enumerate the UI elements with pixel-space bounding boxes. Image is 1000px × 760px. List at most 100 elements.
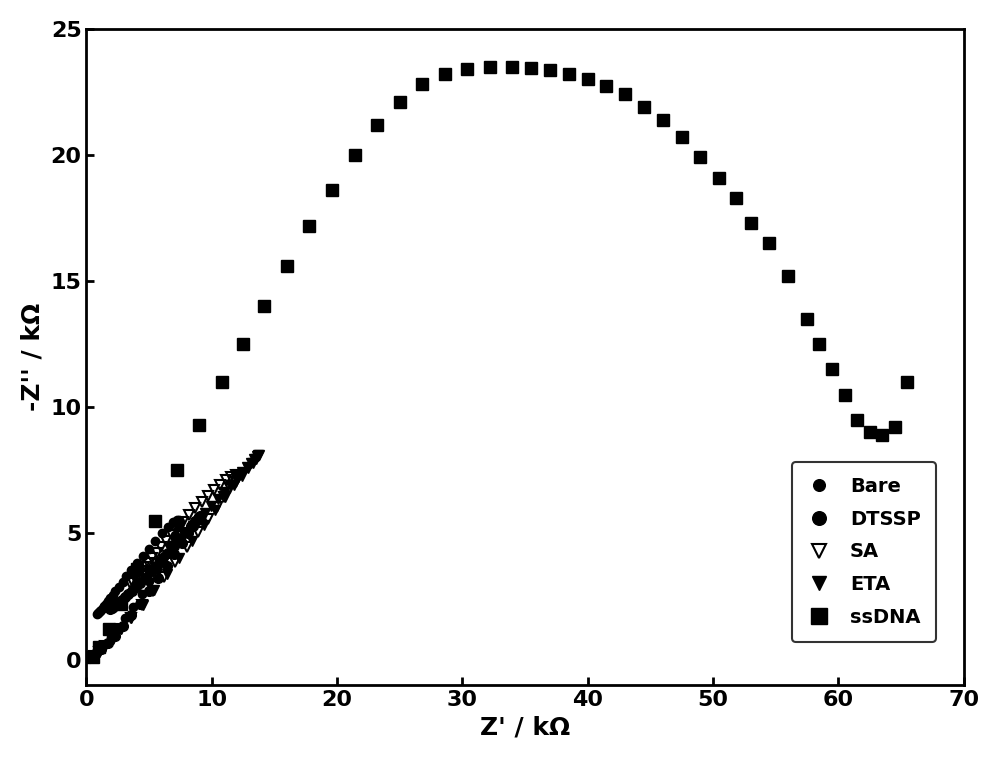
Bare xyxy=(97,603,109,613)
DTSSP xyxy=(122,590,134,599)
ssDNA xyxy=(115,600,127,609)
Line: DTSSP: DTSSP xyxy=(85,511,205,663)
SA xyxy=(183,511,195,520)
ETA xyxy=(224,480,236,489)
ssDNA xyxy=(901,378,913,387)
ETA xyxy=(245,458,257,467)
SA xyxy=(218,492,230,502)
Bare xyxy=(174,518,186,527)
ETA xyxy=(252,451,264,460)
Bare xyxy=(169,530,181,539)
ssDNA xyxy=(782,271,794,280)
Bare xyxy=(92,609,104,618)
Bare xyxy=(102,597,114,606)
SA xyxy=(196,497,208,506)
DTSSP xyxy=(168,549,180,558)
ETA xyxy=(218,487,230,496)
SA xyxy=(88,651,100,660)
SA xyxy=(166,530,178,540)
DTSSP xyxy=(111,599,123,608)
ETA xyxy=(137,600,149,609)
ETA xyxy=(236,467,248,477)
ETA xyxy=(173,553,185,562)
SA xyxy=(147,587,159,596)
SA xyxy=(158,572,170,581)
Bare xyxy=(149,537,161,546)
DTSSP xyxy=(125,611,137,620)
Bare xyxy=(136,589,148,598)
ETA xyxy=(170,540,182,549)
ETA xyxy=(143,568,155,578)
ETA xyxy=(209,505,221,515)
DTSSP xyxy=(119,593,131,602)
X-axis label: Z' / kΩ: Z' / kΩ xyxy=(480,715,570,739)
DTSSP xyxy=(168,541,180,550)
SA xyxy=(189,504,201,513)
Bare xyxy=(105,632,117,641)
SA xyxy=(214,480,226,489)
Line: ssDNA: ssDNA xyxy=(87,61,913,663)
DTSSP xyxy=(130,582,142,591)
Bare xyxy=(167,518,179,527)
Bare xyxy=(100,600,112,609)
Bare xyxy=(173,515,185,524)
ETA xyxy=(230,473,242,483)
ETA xyxy=(165,545,177,554)
DTSSP xyxy=(109,600,121,610)
SA xyxy=(225,473,237,482)
ssDNA xyxy=(864,428,876,437)
ETA xyxy=(193,515,205,524)
ssDNA xyxy=(745,219,757,228)
Bare xyxy=(93,607,105,616)
Line: Bare: Bare xyxy=(86,515,185,663)
ETA xyxy=(242,464,254,473)
DTSSP xyxy=(182,529,194,538)
Legend: Bare, DTSSP, SA, ETA, ssDNA: Bare, DTSSP, SA, ETA, ssDNA xyxy=(792,461,936,642)
ETA xyxy=(219,492,231,502)
ssDNA xyxy=(544,66,556,75)
ssDNA xyxy=(657,115,669,124)
ETA xyxy=(186,537,198,546)
Bare xyxy=(173,523,185,532)
SA xyxy=(135,567,147,576)
ETA xyxy=(161,570,173,579)
ssDNA xyxy=(600,81,612,90)
ssDNA xyxy=(439,70,451,79)
ssDNA xyxy=(461,65,473,74)
ssDNA xyxy=(216,378,228,387)
DTSSP xyxy=(189,516,201,525)
Bare xyxy=(143,577,155,586)
Line: ETA: ETA xyxy=(85,451,264,663)
Bare xyxy=(99,640,111,649)
ssDNA xyxy=(582,74,594,84)
ssDNA xyxy=(876,430,888,439)
DTSSP xyxy=(117,622,129,631)
ssDNA xyxy=(303,221,315,230)
Bare xyxy=(137,552,149,561)
ETA xyxy=(228,481,240,490)
SA xyxy=(124,579,136,588)
DTSSP xyxy=(116,595,128,604)
ssDNA xyxy=(394,97,406,106)
ETA xyxy=(153,559,165,568)
DTSSP xyxy=(143,587,155,596)
ETA xyxy=(205,501,217,510)
SA xyxy=(211,502,223,511)
ETA xyxy=(146,565,158,575)
DTSSP xyxy=(161,561,173,570)
ETA xyxy=(250,454,262,464)
ETA xyxy=(93,648,105,657)
SA xyxy=(202,491,214,500)
Bare xyxy=(107,591,119,600)
ETA xyxy=(187,522,199,531)
Bare xyxy=(95,605,107,614)
ETA xyxy=(88,651,100,660)
Bare xyxy=(117,578,129,587)
SA xyxy=(126,576,138,585)
ETA xyxy=(181,528,193,537)
Bare xyxy=(125,565,137,575)
DTSSP xyxy=(87,652,99,661)
SA xyxy=(230,478,242,487)
SA xyxy=(84,654,96,663)
Bare xyxy=(158,552,170,561)
